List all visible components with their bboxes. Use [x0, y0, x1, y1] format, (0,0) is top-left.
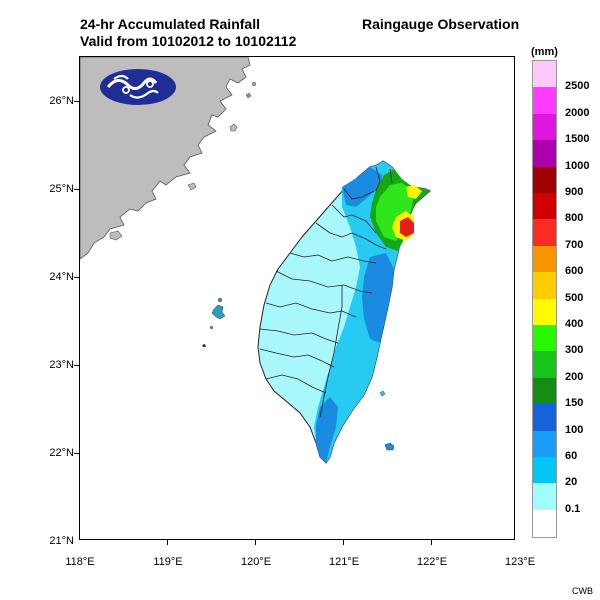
legend-swatch	[533, 430, 556, 458]
county-boundaries	[259, 166, 393, 418]
penghu-island	[202, 344, 206, 347]
legend-swatch	[533, 298, 556, 326]
legend-label: 600	[565, 265, 584, 278]
legend-label: 60	[565, 450, 578, 462]
green-island	[379, 390, 386, 397]
coastal-island	[109, 230, 123, 241]
legend-label: 300	[565, 344, 584, 357]
legend-swatch	[533, 245, 556, 273]
rain-700-900mm	[400, 217, 414, 237]
legend-label: 900	[565, 186, 584, 198]
valid-period: Valid from 10102012 to 10102112	[80, 33, 297, 49]
lat-tick	[74, 365, 79, 366]
lon-label-119e: 119°E	[153, 556, 183, 568]
legend-swatch	[533, 509, 556, 537]
legend-swatch	[533, 377, 556, 405]
legend-swatch	[533, 351, 556, 379]
lon-tick	[167, 540, 168, 545]
legend-swatch	[533, 140, 556, 168]
lat-tick	[74, 453, 79, 454]
lat-tick	[74, 101, 79, 102]
rain-60-150mm	[342, 167, 382, 207]
legend-label: 100	[565, 423, 584, 436]
rainfall-map	[79, 56, 515, 540]
legend-label: 2500	[565, 80, 590, 93]
legend-swatch	[533, 404, 556, 432]
orchid-island	[384, 442, 395, 451]
legend-swatch	[533, 483, 556, 511]
lat-tick	[74, 277, 79, 278]
legend-label: 2000	[565, 106, 590, 119]
legend-swatch	[533, 193, 556, 220]
legend-label: 700	[565, 238, 584, 251]
rain-60-150mm	[316, 397, 338, 463]
lon-label-120e: 120°E	[240, 556, 272, 568]
legend-label: 800	[565, 212, 584, 225]
observation-type: Raingauge Observation	[362, 16, 520, 32]
coastal-island	[229, 123, 238, 132]
lat-label-26n: 26°N	[49, 95, 74, 107]
color-legend	[532, 60, 557, 538]
lat-label-25n: 25°N	[49, 183, 74, 195]
legend-unit: (mm)	[531, 46, 558, 58]
rain-60-150mm	[362, 253, 394, 343]
legend-label: 500	[565, 291, 584, 304]
legend-swatch	[533, 457, 556, 484]
lat-label-23n: 23°N	[49, 359, 74, 371]
lat-label-24n: 24°N	[49, 271, 74, 283]
lon-label-123e: 123°E	[504, 556, 536, 568]
legend-label: 1500	[565, 133, 590, 146]
legend-swatch	[533, 325, 556, 352]
lon-label-122e: 122°E	[416, 556, 448, 568]
legend-swatch	[533, 61, 556, 88]
lon-tick	[255, 540, 256, 545]
legend-swatch	[533, 166, 556, 194]
legend-label: 150	[565, 397, 584, 410]
legend-swatch	[533, 272, 556, 300]
mainland-china	[80, 57, 251, 260]
lat-label-22n: 22°N	[49, 447, 74, 459]
legend-swatch	[533, 113, 556, 141]
legend-label: 200	[565, 370, 584, 383]
legend-swatch	[533, 87, 556, 115]
lon-label-121e: 121°E	[328, 556, 360, 568]
lat-tick	[74, 189, 79, 190]
lon-tick	[343, 540, 344, 545]
lon-label-118e: 118°E	[65, 556, 95, 568]
cwb-logo-icon	[100, 69, 176, 105]
penghu-islands	[209, 297, 226, 330]
coastal-island	[245, 92, 252, 99]
rain-400-500mm	[406, 185, 422, 199]
lon-tick	[431, 540, 432, 545]
credit-label: CWB	[572, 586, 593, 596]
coastal-island	[251, 81, 257, 87]
legend-label: 20	[565, 476, 578, 489]
legend-label: 0.1	[565, 502, 581, 515]
legend-label: 400	[565, 318, 584, 330]
legend-swatch	[533, 219, 556, 247]
legend-label: 1000	[565, 159, 590, 172]
coastal-island	[187, 182, 197, 191]
lat-label-21n: 21°N	[49, 535, 74, 547]
map-title: 24-hr Accumulated Rainfall	[80, 16, 260, 32]
